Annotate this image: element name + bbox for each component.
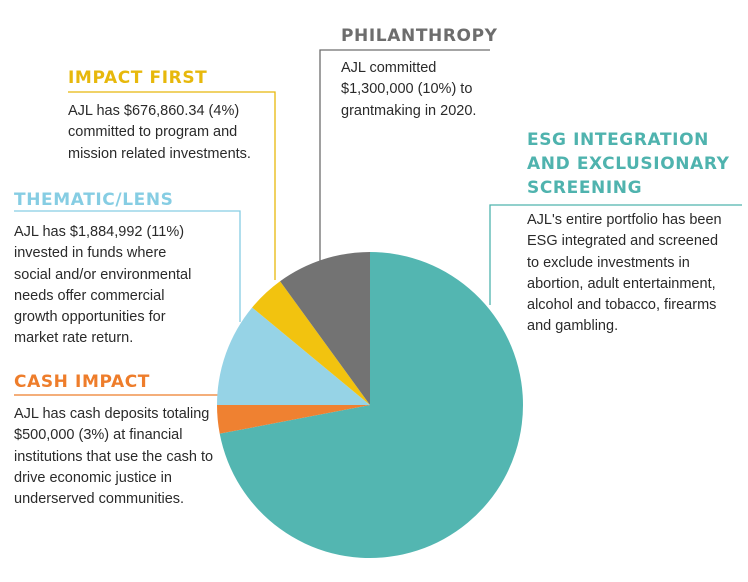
impact-first-description: AJL has $676,860.34 (4%) committed to pr… — [68, 103, 251, 162]
pie-slice-philanthropy — [280, 252, 370, 405]
pie-slice-esg-integration-and-exclusionary-screening — [219, 252, 523, 558]
cash-impact-description: AJL has cash deposits totaling $500,000 … — [14, 406, 214, 508]
esg-description: AJL's entire portfolio has been ESG inte… — [527, 212, 722, 335]
philanthropy-heading: PHILANTHROPY — [341, 26, 498, 46]
esg-leader-line — [489, 204, 742, 305]
philanthropy-description: AJL committed $1,300,000 (10%) to grantm… — [341, 60, 477, 119]
thematic-description: AJL has $1,884,992 (11%) invested in fun… — [14, 224, 192, 347]
esg-heading: ESG INTEGRATION AND EXCLUSIONARY SCREENI… — [527, 130, 730, 198]
impact-first-heading: IMPACT FIRST — [68, 68, 208, 88]
pie-slices — [217, 252, 523, 558]
pie-slice-cash-impact — [217, 405, 370, 434]
cash-impact-heading: CASH IMPACT — [14, 372, 150, 392]
impact-first-leader-line — [68, 91, 276, 280]
pie-slice-impact-first — [252, 281, 370, 405]
leader-lines — [14, 49, 742, 396]
philanthropy-leader-line — [319, 49, 490, 262]
thematic-leader-line — [14, 210, 241, 322]
thematic-heading: THEMATIC/LENS — [14, 190, 174, 210]
pie-slice-thematic-lens — [217, 307, 370, 405]
